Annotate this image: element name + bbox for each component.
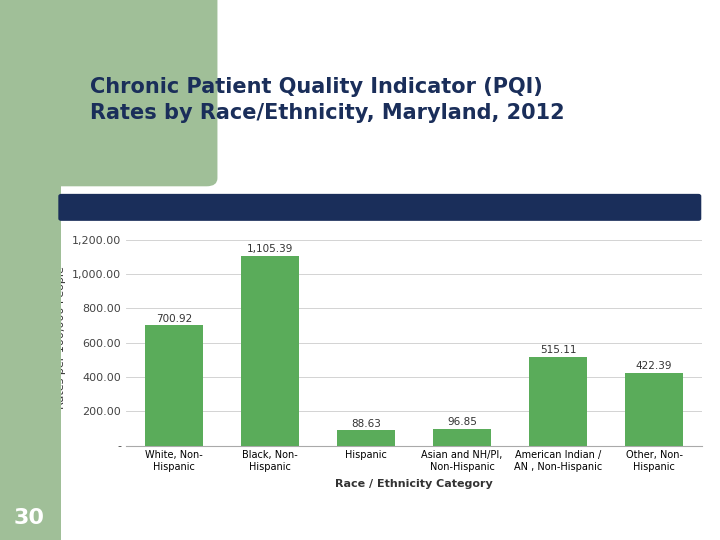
Text: 1,105.39: 1,105.39 (247, 244, 293, 254)
Text: 422.39: 422.39 (636, 361, 672, 372)
Bar (529, 357, 587, 445)
Bar (433, 429, 491, 446)
Bar (337, 430, 395, 445)
Bar (145, 325, 203, 446)
Bar (241, 256, 299, 446)
Text: 88.63: 88.63 (351, 418, 381, 429)
Text: 700.92: 700.92 (156, 314, 192, 323)
Y-axis label: Rates per 100,000 People: Rates per 100,000 People (56, 266, 66, 409)
Text: Chronic Patient Quality Indicator (PQI)
Rates by Race/Ethnicity, Maryland, 2012: Chronic Patient Quality Indicator (PQI) … (90, 77, 564, 123)
FancyBboxPatch shape (41, 0, 217, 186)
Text: 30: 30 (13, 508, 45, 529)
X-axis label: Race / Ethnicity Category: Race / Ethnicity Category (335, 479, 493, 489)
FancyBboxPatch shape (58, 194, 701, 221)
Bar (625, 373, 683, 446)
Text: 96.85: 96.85 (447, 417, 477, 427)
Bar (0, 0, 61, 540)
Text: 515.11: 515.11 (540, 346, 576, 355)
